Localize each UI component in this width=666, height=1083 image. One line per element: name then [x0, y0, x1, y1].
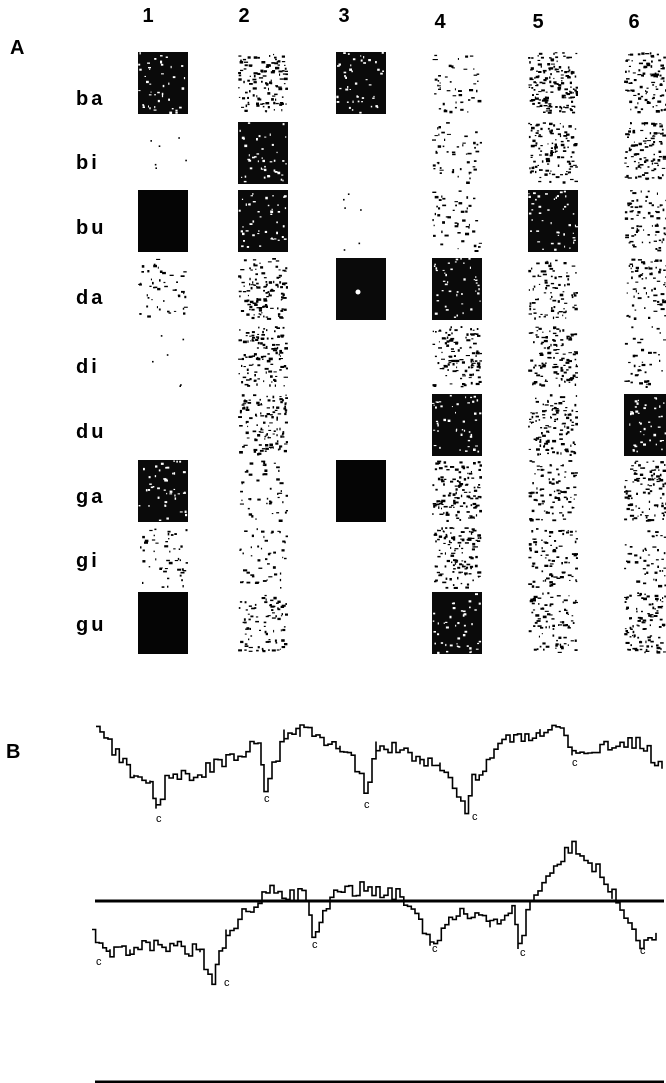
cell-di-6: [624, 326, 666, 388]
cell-gu-5: [528, 592, 578, 654]
row-label-da: da: [76, 287, 106, 309]
cell-gi-6: [624, 527, 666, 589]
cell-ba-1: [138, 52, 188, 114]
trace-marker: c: [96, 956, 102, 968]
row-label-du: du: [76, 421, 107, 443]
waveform-bottom: [92, 840, 657, 986]
cell-gi-1: [138, 527, 188, 589]
cell-ga-1: [138, 460, 188, 522]
trace-marker: c: [224, 977, 230, 989]
cell-gu-4: [432, 592, 482, 654]
cell-ba-6: [624, 52, 666, 114]
panel-a-label: A: [10, 37, 25, 59]
cell-bu-3: [336, 190, 386, 252]
cell-ba-3: [336, 52, 386, 114]
cell-ga-2: [238, 460, 288, 522]
row-label-bu: bu: [76, 217, 107, 239]
cell-da-2: [238, 258, 288, 320]
cell-ba-5: [528, 52, 578, 114]
cell-du-2: [238, 394, 288, 456]
cell-du-6: [624, 394, 666, 456]
row-label-gi: gi: [76, 550, 100, 572]
cell-gu-6: [624, 592, 666, 654]
waveform-top: [96, 724, 663, 815]
cell-du-5: [528, 394, 578, 456]
cell-di-4: [432, 326, 482, 388]
column-label-6: 6: [628, 11, 640, 33]
cell-gu-1: [138, 592, 188, 654]
cell-ga-6: [624, 460, 666, 522]
column-label-5: 5: [532, 11, 544, 33]
panel-b-label: B: [6, 741, 21, 763]
cell-ga-5: [528, 460, 578, 522]
cell-da-3: [336, 258, 386, 320]
column-label-3: 3: [338, 5, 350, 27]
cell-bu-5: [528, 190, 578, 252]
cell-ba-4: [432, 52, 482, 114]
cell-bi-1: [138, 122, 188, 184]
trace-marker: c: [156, 813, 162, 825]
trace-marker: c: [312, 939, 318, 951]
trace-marker: c: [432, 943, 438, 955]
cell-di-1: [138, 326, 188, 388]
cell-da-1: [138, 258, 188, 320]
cell-gi-5: [528, 527, 578, 589]
cell-bi-5: [528, 122, 578, 184]
trace-marker: c: [640, 945, 646, 957]
column-label-2: 2: [238, 5, 250, 27]
trace-marker: c: [264, 793, 270, 805]
cell-da-6: [624, 258, 666, 320]
trace-marker: c: [520, 947, 526, 959]
cell-di-2: [238, 326, 288, 388]
trace-marker: c: [364, 799, 370, 811]
cell-du-4: [432, 394, 482, 456]
cell-bu-6: [624, 190, 666, 252]
cell-bi-6: [624, 122, 666, 184]
row-label-ga: ga: [76, 486, 106, 508]
cell-ba-2: [238, 52, 288, 114]
cell-di-5: [528, 326, 578, 388]
cell-bi-2: [238, 122, 288, 184]
cell-gu-2: [238, 592, 288, 654]
row-label-bi: bi: [76, 152, 100, 174]
cell-da-5: [528, 258, 578, 320]
cell-gi-2: [238, 527, 288, 589]
cell-da-4: [432, 258, 482, 320]
trace-marker: c: [472, 811, 478, 823]
cell-bu-1: [138, 190, 188, 252]
cell-bi-4: [432, 122, 482, 184]
cell-bu-2: [238, 190, 288, 252]
cell-gi-4: [432, 527, 482, 589]
cell-bu-4: [432, 190, 482, 252]
row-label-di: di: [76, 356, 100, 378]
row-label-gu: gu: [76, 614, 107, 636]
column-label-1: 1: [142, 5, 154, 27]
waveform-traces: c c c c c c c c c c c: [92, 724, 664, 1083]
row-label-ba: ba: [76, 88, 106, 110]
column-label-4: 4: [434, 11, 446, 33]
cell-ga-4: [432, 460, 482, 522]
trace-marker: c: [572, 757, 578, 769]
cell-ga-3: [336, 460, 386, 522]
